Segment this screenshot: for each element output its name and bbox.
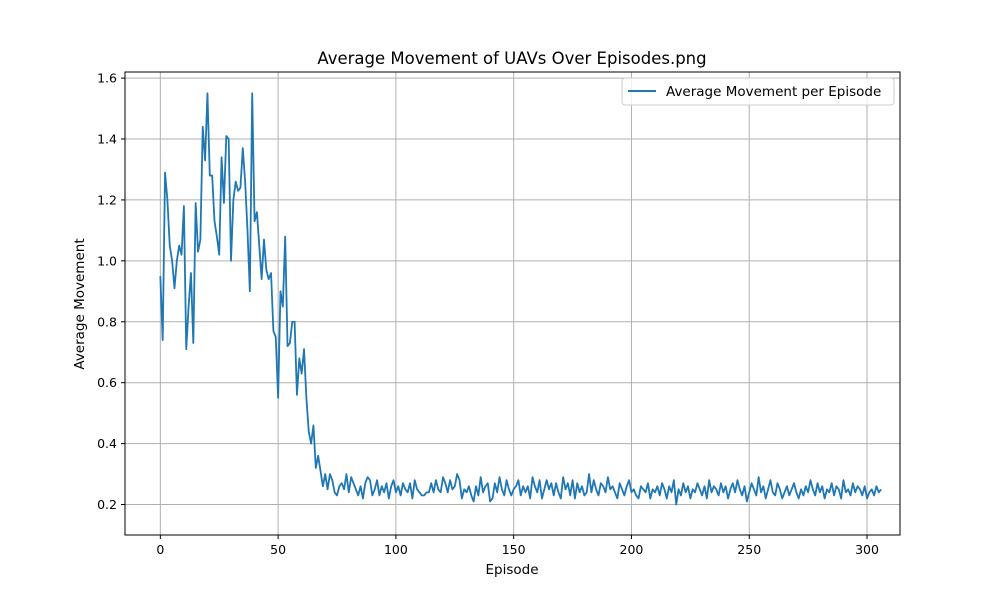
y-tick-label: 1.6 — [97, 71, 117, 86]
series-line-group — [159, 92, 882, 506]
x-tick-label: 300 — [855, 542, 879, 557]
x-tick-label: 0 — [156, 542, 164, 557]
chart-title: Average Movement of UAVs Over Episodes.p… — [317, 49, 706, 68]
plot-frame — [124, 71, 901, 536]
y-axis-label: Average Movement — [72, 238, 88, 369]
y-tick-label: 0.2 — [97, 497, 117, 512]
legend-label: Average Movement per Episode — [666, 84, 881, 100]
y-tick-label: 0.6 — [97, 375, 117, 390]
x-tick-label: 150 — [502, 542, 526, 557]
x-axis-ticks: 0 50 100 150 200 250 300 — [156, 535, 879, 557]
x-tick-label: 100 — [384, 542, 408, 557]
series-line — [159, 92, 882, 506]
y-tick-label: 0.4 — [97, 436, 117, 451]
y-axis-ticks: 0.2 0.4 0.6 0.8 1.0 1.2 1.4 1.6 — [97, 71, 125, 512]
grid-lines — [125, 72, 900, 535]
y-tick-label: 1.0 — [97, 253, 117, 268]
legend: Average Movement per Episode — [621, 77, 895, 106]
x-tick-label: 50 — [270, 542, 286, 557]
x-tick-label: 250 — [737, 542, 761, 557]
x-axis-label: Episode — [485, 562, 538, 578]
legend-box — [621, 77, 895, 106]
y-tick-label: 0.8 — [97, 314, 117, 329]
y-tick-label: 1.2 — [97, 192, 117, 207]
x-tick-label: 200 — [620, 542, 644, 557]
y-tick-label: 1.4 — [97, 132, 117, 147]
